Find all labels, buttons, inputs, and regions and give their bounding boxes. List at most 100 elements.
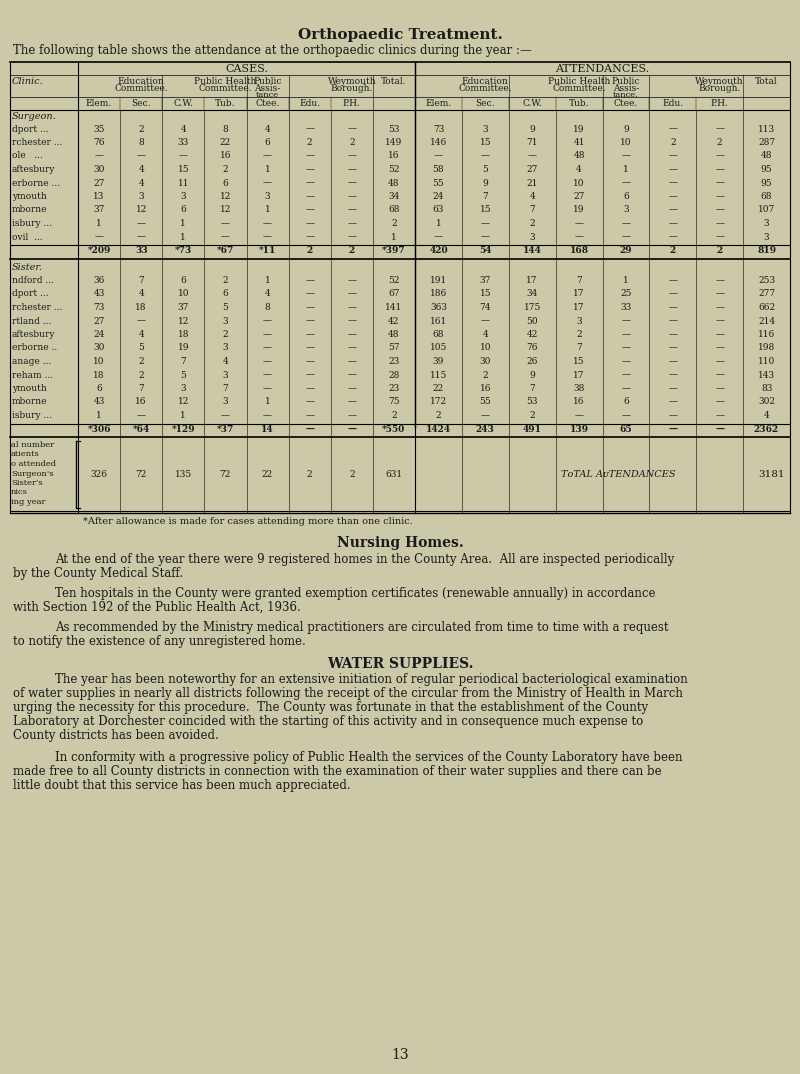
Text: At the end of the year there were 9 registered homes in the County Area.  All ar: At the end of the year there were 9 regi… [55,552,674,566]
Text: 2: 2 [222,276,228,285]
Text: —: — [347,178,356,188]
Text: —: — [347,290,356,299]
Text: —: — [347,165,356,174]
Text: *67: *67 [217,246,234,255]
Text: 76: 76 [526,344,538,352]
Text: —: — [668,344,678,352]
Text: 302: 302 [758,397,775,406]
Text: 8: 8 [138,137,144,147]
Text: 53: 53 [388,125,400,133]
Text: Sec.: Sec. [475,99,495,108]
Text: 27: 27 [94,317,105,325]
Text: 143: 143 [758,371,775,379]
Text: 7: 7 [222,384,228,393]
Text: 52: 52 [388,165,400,174]
Text: Sec.: Sec. [131,99,151,108]
Text: *64: *64 [133,424,150,434]
Text: 83: 83 [761,384,772,393]
Text: 9: 9 [623,125,629,133]
Text: —: — [434,151,443,160]
Text: Edu.: Edu. [662,99,683,108]
Text: C.W.: C.W. [522,99,542,108]
Text: —: — [347,317,356,325]
Text: —: — [574,219,583,228]
Text: Committee.: Committee. [114,84,168,93]
Text: —: — [715,290,724,299]
Text: 1: 1 [265,276,270,285]
Text: —: — [263,357,272,366]
Text: —: — [263,344,272,352]
Text: 22: 22 [262,470,273,479]
Text: —: — [305,424,314,434]
Text: —: — [305,317,314,325]
Text: Edu.: Edu. [299,99,320,108]
Text: —: — [622,232,630,242]
Text: 141: 141 [386,303,402,313]
Text: 2: 2 [138,357,144,366]
Text: —: — [347,232,356,242]
Text: ndford ...: ndford ... [12,276,54,285]
Text: 1: 1 [96,411,102,420]
Text: 17: 17 [574,371,585,379]
Text: 15: 15 [574,357,585,366]
Text: with Section 192 of the Public Health Act, 1936.: with Section 192 of the Public Health Ac… [13,600,301,613]
Text: of water supplies in nearly all districts following the receipt of the circular : of water supplies in nearly all district… [13,686,683,699]
Text: 7: 7 [482,192,488,201]
Text: —: — [668,317,678,325]
Text: —: — [305,290,314,299]
Text: 1: 1 [265,397,270,406]
Text: 4: 4 [222,357,228,366]
Text: —: — [668,125,678,133]
Text: made free to all County districts in connection with the examination of their wa: made free to all County districts in con… [13,765,662,778]
Text: 28: 28 [388,371,400,379]
Text: 54: 54 [479,246,491,255]
Text: *11: *11 [259,246,276,255]
Text: 2: 2 [222,165,228,174]
Text: —: — [347,330,356,339]
Text: 6: 6 [265,137,270,147]
Text: 107: 107 [758,205,775,215]
Text: rtland ...: rtland ... [12,317,51,325]
Text: 1: 1 [181,219,186,228]
Text: erborne ..: erborne .. [12,344,58,352]
Text: 17: 17 [574,303,585,313]
Text: 3: 3 [482,125,488,133]
Text: 14: 14 [262,424,274,434]
Text: 3: 3 [623,205,629,215]
Text: 65: 65 [620,424,632,434]
Text: —: — [668,151,678,160]
Text: —: — [668,357,678,366]
Text: isbury ...: isbury ... [12,411,52,420]
Text: dport ...: dport ... [12,290,49,299]
Text: —: — [622,330,630,339]
Text: As recommended by the Ministry medical practitioners are circulated from time to: As recommended by the Ministry medical p… [55,621,669,634]
Text: 16: 16 [479,384,491,393]
Text: Public: Public [612,77,640,86]
Text: —: — [305,384,314,393]
Text: 19: 19 [178,344,189,352]
Text: —: — [137,219,146,228]
Text: 4: 4 [576,165,582,174]
Text: ATTENDANCES.: ATTENDANCES. [555,64,650,74]
Text: Nursing Homes.: Nursing Homes. [337,537,463,551]
Text: —: — [622,178,630,188]
Text: 198: 198 [758,344,775,352]
Text: —: — [347,411,356,420]
Text: 3: 3 [576,317,582,325]
Text: —: — [668,384,678,393]
Text: 287: 287 [758,137,775,147]
Text: 326: 326 [90,470,107,479]
Text: *397: *397 [382,246,406,255]
Text: al number: al number [11,441,54,449]
Text: —: — [305,151,314,160]
Text: Public: Public [254,77,282,86]
Text: 68: 68 [761,192,772,201]
Text: ymouth: ymouth [12,384,46,393]
Text: Tub.: Tub. [569,99,590,108]
Text: 363: 363 [430,303,447,313]
Text: tance.: tance. [613,91,639,99]
Text: 1: 1 [391,232,397,242]
Text: little doubt that this service has been much appreciated.: little doubt that this service has been … [13,779,350,792]
Text: —: — [481,317,490,325]
Text: —: — [715,178,724,188]
